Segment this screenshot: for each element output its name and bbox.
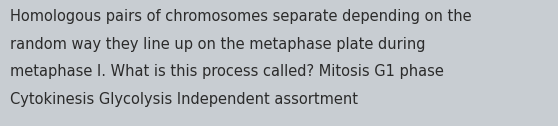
Text: Homologous pairs of chromosomes separate depending on the: Homologous pairs of chromosomes separate… — [10, 9, 472, 24]
Text: random way they line up on the metaphase plate during: random way they line up on the metaphase… — [10, 37, 426, 52]
Text: metaphase I. What is this process called? Mitosis G1 phase: metaphase I. What is this process called… — [10, 64, 444, 79]
Text: Cytokinesis Glycolysis Independent assortment: Cytokinesis Glycolysis Independent assor… — [10, 92, 358, 107]
